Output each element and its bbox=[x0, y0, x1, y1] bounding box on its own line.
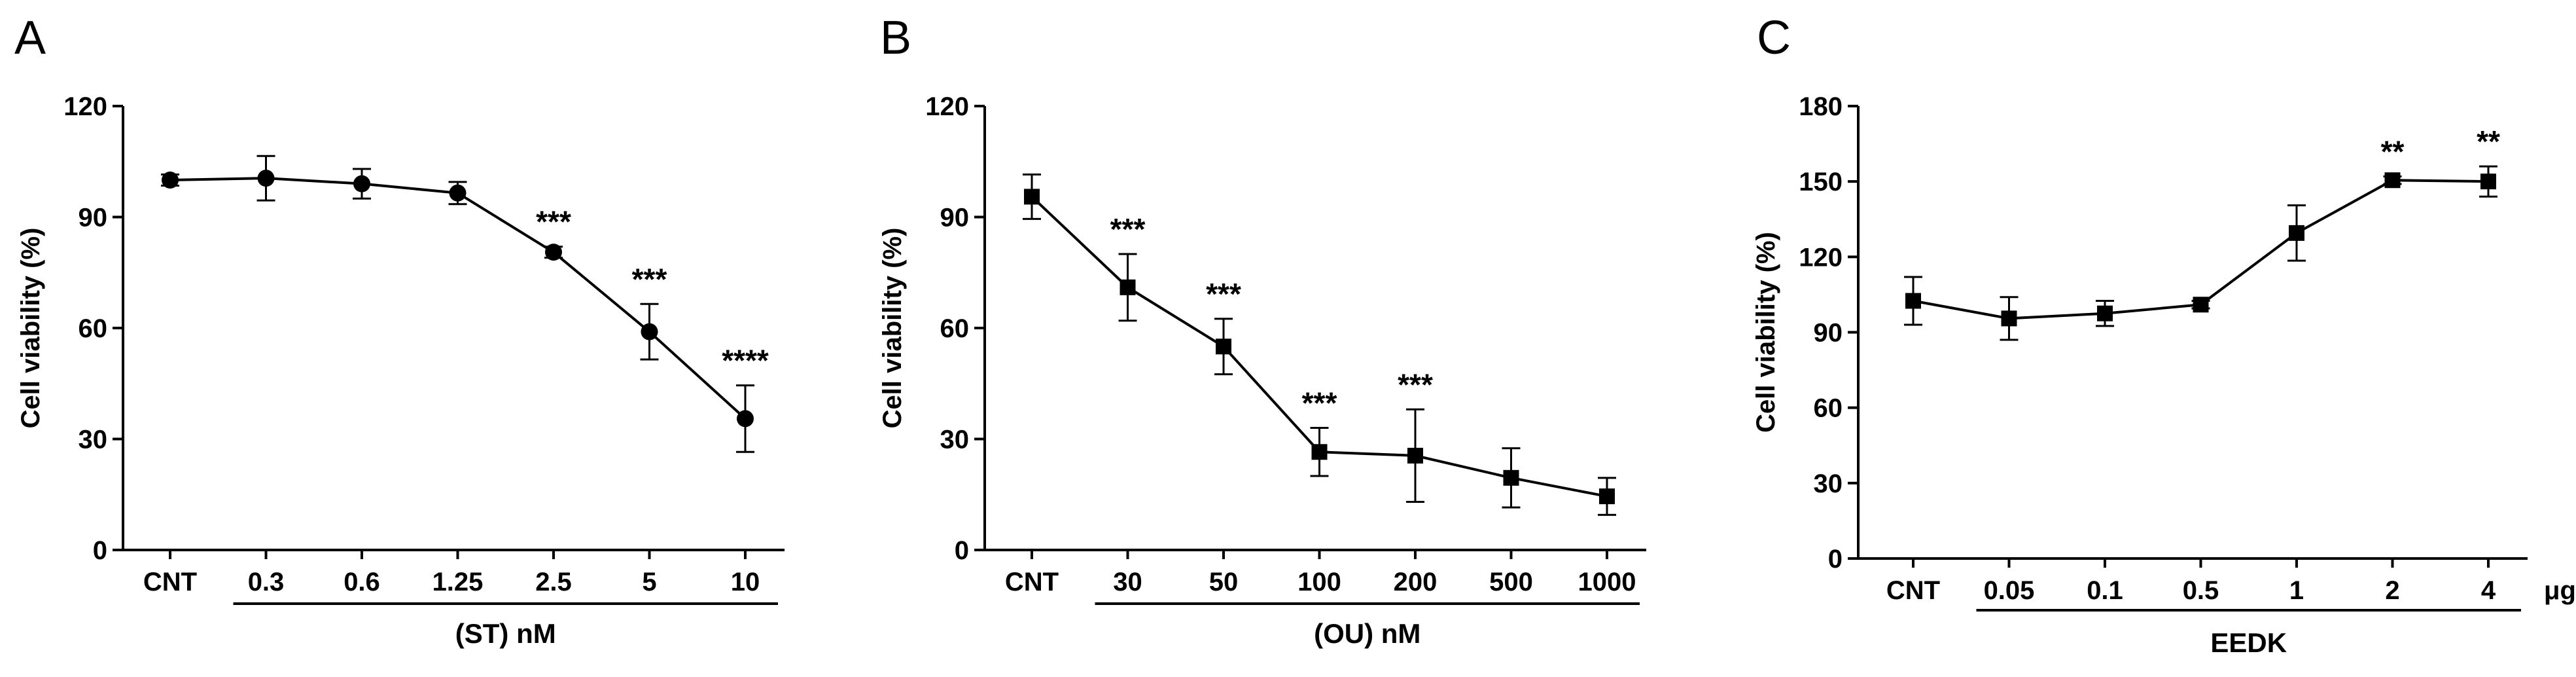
data-point bbox=[2193, 297, 2209, 313]
x-tick-label: 0.05 bbox=[1984, 576, 2035, 605]
y-tick-label: 30 bbox=[940, 426, 970, 454]
y-tick-label: 90 bbox=[1814, 319, 1843, 348]
data-point bbox=[353, 175, 370, 192]
y-tick-label: 150 bbox=[1799, 168, 1843, 196]
x-tick-label: 1000 bbox=[1578, 568, 1636, 596]
y-tick-label: 0 bbox=[93, 536, 107, 565]
x-tick-label: 4 bbox=[2481, 576, 2496, 605]
panel-letter: B bbox=[880, 12, 911, 64]
data-point bbox=[545, 244, 562, 261]
data-point bbox=[1407, 447, 1423, 464]
data-point bbox=[1216, 338, 1231, 355]
data-point bbox=[2001, 310, 2017, 327]
y-tick-label: 30 bbox=[1814, 469, 1843, 498]
significance-label: *** bbox=[536, 205, 571, 239]
significance-label: *** bbox=[1398, 367, 1433, 401]
data-point bbox=[1120, 279, 1136, 295]
panel-letter: A bbox=[14, 12, 46, 64]
y-axis-label: Cell viability (%) bbox=[16, 228, 45, 429]
y-tick-label: 60 bbox=[940, 314, 970, 343]
data-point bbox=[2289, 225, 2304, 241]
y-tick-label: 120 bbox=[63, 92, 107, 121]
y-tick-label: 120 bbox=[1799, 243, 1843, 272]
x-axis-label: EEDK bbox=[2210, 627, 2287, 658]
significance-label: *** bbox=[1110, 212, 1146, 246]
x-tick-label: 0.3 bbox=[248, 568, 285, 596]
x-tick-label: 1 bbox=[2289, 576, 2304, 605]
y-tick-label: 90 bbox=[940, 204, 970, 232]
x-tick-label: 500 bbox=[1489, 568, 1533, 596]
series-line bbox=[169, 177, 747, 420]
x-tick-label: CNT bbox=[1005, 568, 1059, 596]
panel-c: C Cell viability (%) 0 30 60 90 120 150 180 CNT 0.… bbox=[1752, 12, 2576, 658]
y-tick-label: 60 bbox=[1814, 394, 1843, 423]
data-point bbox=[257, 170, 275, 187]
data-point bbox=[2097, 305, 2113, 321]
y-tick-label: 180 bbox=[1799, 92, 1843, 121]
panel-b: B Cell viability (%) 0 30 60 90 120 CNT 30 50 100 2… bbox=[878, 12, 1646, 649]
x-tick-label: 0.6 bbox=[344, 568, 380, 596]
data-point bbox=[162, 172, 179, 189]
data-point bbox=[641, 323, 658, 340]
x-tick-label: 1.25 bbox=[432, 568, 484, 596]
x-tick-label: CNT bbox=[1886, 576, 1940, 605]
significance-label: ** bbox=[2477, 124, 2500, 158]
x-unit-label: μg/mL bbox=[2544, 576, 2576, 605]
significance-label: ** bbox=[2381, 134, 2405, 168]
y-tick-label: 0 bbox=[1828, 545, 1843, 574]
x-tick-label: 10 bbox=[731, 568, 760, 596]
x-tick-label: 0.1 bbox=[2087, 576, 2123, 605]
x-tick-label: 0.5 bbox=[2183, 576, 2219, 605]
data-point bbox=[1024, 189, 1040, 205]
y-tick-label: 0 bbox=[955, 536, 969, 565]
data-point bbox=[1311, 444, 1328, 460]
x-axis-label: (OU) nM bbox=[1314, 618, 1420, 649]
data-point bbox=[2480, 174, 2496, 190]
significance-label: *** bbox=[1206, 277, 1241, 311]
panel-letter: C bbox=[1757, 12, 1791, 64]
significance-label: **** bbox=[722, 344, 769, 378]
data-point bbox=[2384, 172, 2401, 189]
y-tick-label: 90 bbox=[79, 204, 108, 232]
panel-a: A Cell viability (%) 0 30 60 90 120 CNT 0.3 0.6 1.… bbox=[14, 12, 785, 649]
data-point bbox=[1503, 469, 1519, 486]
x-tick-label: 2 bbox=[2385, 576, 2399, 605]
y-tick-label: 60 bbox=[79, 314, 108, 343]
x-tick-label: 5 bbox=[642, 568, 656, 596]
data-point bbox=[1905, 293, 1921, 309]
x-tick-label: 30 bbox=[1113, 568, 1142, 596]
data-point bbox=[449, 184, 467, 202]
x-tick-label: 50 bbox=[1209, 568, 1239, 596]
y-tick-label: 120 bbox=[925, 92, 969, 121]
y-axis-label: Cell viability (%) bbox=[878, 228, 907, 429]
significance-label: *** bbox=[632, 262, 667, 296]
x-tick-label: 2.5 bbox=[535, 568, 572, 596]
y-axis-label: Cell viability (%) bbox=[1752, 232, 1780, 433]
x-tick-label: 100 bbox=[1297, 568, 1341, 596]
x-tick-label: CNT bbox=[143, 568, 197, 596]
x-tick-label: 200 bbox=[1394, 568, 1438, 596]
significance-label: *** bbox=[1302, 386, 1337, 420]
data-point bbox=[737, 410, 754, 428]
x-axis-label: (ST) nM bbox=[455, 618, 556, 649]
y-tick-label: 30 bbox=[79, 426, 108, 454]
data-point bbox=[1599, 488, 1615, 505]
